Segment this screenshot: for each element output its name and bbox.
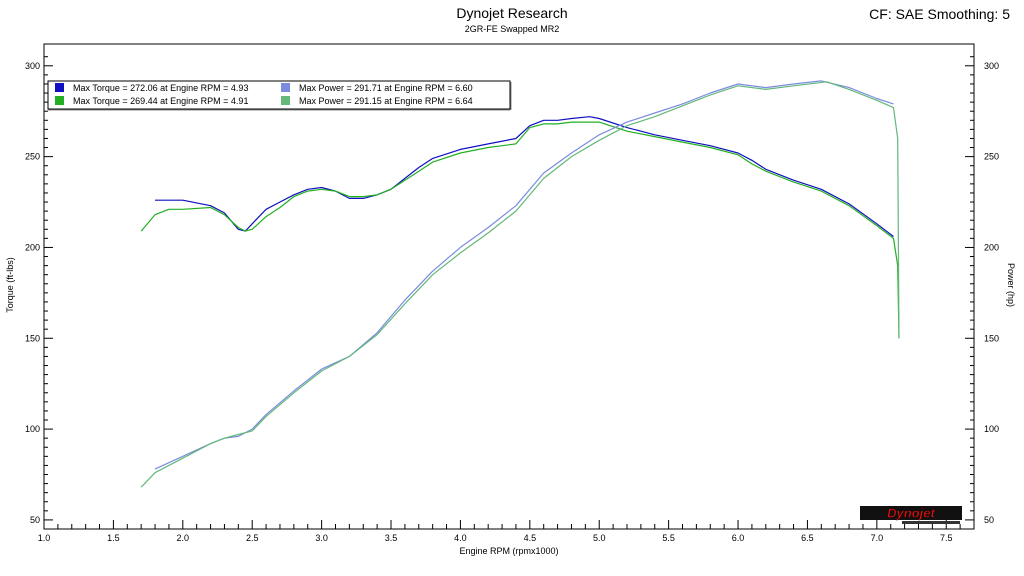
- series-line-power2: [140, 81, 900, 488]
- y-tick-label: 150: [25, 333, 40, 343]
- plot-area: [43, 43, 975, 530]
- x-tick-label: 6.5: [801, 533, 814, 543]
- legend-swatch-torque2: [55, 96, 64, 105]
- axis-ticks: 1.0 1.5 2.0 2.5 3.0 3.5 4.0 4.5 5.0 5.5 6.0 6.5 7.0 7…: [25, 56, 999, 543]
- y-tick-label: 300: [25, 61, 40, 71]
- x-tick-label: 4.5: [524, 533, 537, 543]
- x-tick-label: 2.0: [177, 533, 190, 543]
- x-tick-label: 5.0: [593, 533, 606, 543]
- x-tick-label: 6.0: [732, 533, 745, 543]
- legend: Max Torque = 272.06 at Engine RPM = 4.93…: [47, 80, 512, 111]
- x-tick-label: 2.5: [246, 533, 259, 543]
- y2-tick-label: 250: [984, 152, 999, 162]
- series-line-torque1: [155, 116, 894, 237]
- legend-label: Max Power = 291.71 at Engine RPM = 6.60: [299, 83, 473, 93]
- legend-swatch-power1: [281, 83, 290, 92]
- y2-tick-label: 150: [984, 333, 999, 343]
- chart-title: Dynojet Research: [456, 5, 568, 21]
- logo-text: Dynojet: [887, 506, 935, 521]
- legend-label: Max Power = 291.15 at Engine RPM = 6.64: [299, 96, 473, 106]
- legend-label: Max Torque = 272.06 at Engine RPM = 4.93: [73, 83, 248, 93]
- correction-factor-info: CF: SAE Smoothing: 5: [869, 6, 1010, 22]
- y2-tick-label: 50: [984, 515, 994, 525]
- x-tick-label: 4.0: [454, 533, 467, 543]
- legend-swatch-power2: [281, 96, 290, 105]
- x-tick-label: 7.0: [871, 533, 884, 543]
- series-line-power1: [154, 80, 894, 470]
- y-tick-label: 100: [25, 424, 40, 434]
- series-line-torque2: [140, 121, 900, 339]
- y2-axis-title: Power (hp): [1006, 263, 1016, 307]
- y-axis-title: Torque (ft-lbs): [5, 257, 15, 313]
- y-tick-label: 50: [30, 515, 40, 525]
- legend-box: [47, 80, 511, 110]
- y2-tick-label: 300: [984, 61, 999, 71]
- legend-swatch-torque1: [55, 83, 64, 92]
- y2-tick-label: 200: [984, 242, 999, 252]
- x-tick-label: 1.0: [38, 533, 51, 543]
- dynojet-logo: Dynojet: [860, 506, 962, 524]
- x-tick-label: 3.5: [385, 533, 398, 543]
- x-tick-label: 5.5: [662, 533, 675, 543]
- x-tick-label: 7.5: [940, 533, 953, 543]
- x-tick-label: 1.5: [107, 533, 120, 543]
- chart-subtitle: 2GR-FE Swapped MR2: [464, 24, 560, 34]
- y-tick-label: 200: [25, 242, 40, 252]
- y-tick-label: 250: [25, 152, 40, 162]
- series-layer: [140, 80, 900, 488]
- x-axis-title: Engine RPM (rpmx1000): [459, 546, 558, 556]
- y2-tick-label: 100: [984, 424, 999, 434]
- x-tick-label: 3.0: [315, 533, 328, 543]
- legend-label: Max Torque = 269.44 at Engine RPM = 4.91: [73, 96, 248, 106]
